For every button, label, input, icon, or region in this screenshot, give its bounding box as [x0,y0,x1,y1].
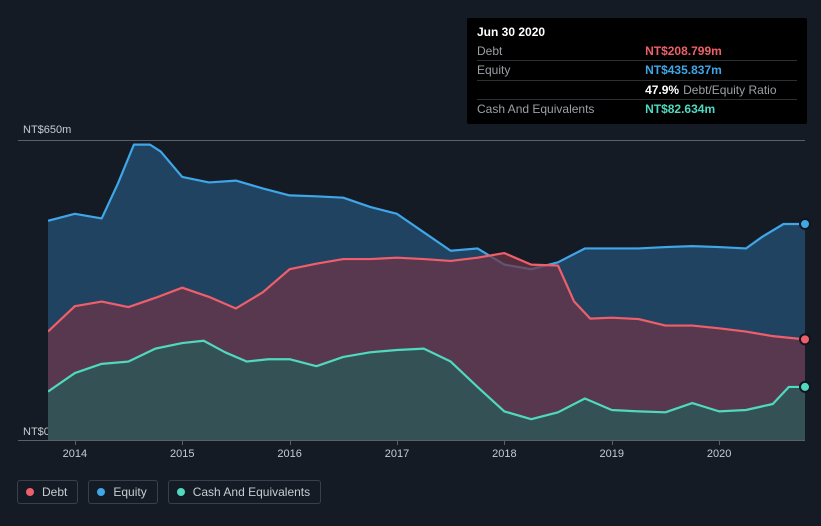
legend-label: Equity [113,485,146,499]
x-axis-label: 2017 [385,448,409,460]
legend-swatch [177,488,185,496]
tooltip-row-label: Cash And Equivalents [477,99,645,118]
legend-item-cash-and-equivalents[interactable]: Cash And Equivalents [168,480,321,504]
tooltip-row-label: Equity [477,61,645,80]
x-tick-mark [75,440,76,445]
legend-swatch [26,488,34,496]
tooltip-date: Jun 30 2020 [477,24,797,40]
x-tick-mark [182,440,183,445]
x-tick-mark [397,440,398,445]
x-axis-label: 2018 [492,448,516,460]
x-tick-mark [290,440,291,445]
series-end-marker [800,219,810,229]
x-axis-label: 2019 [599,448,623,460]
tooltip-row-value: NT$208.799m [645,42,797,61]
chart-legend: Debt Equity Cash And Equivalents [17,480,321,504]
x-axis-label: 2014 [63,448,87,460]
x-axis-label: 2015 [170,448,194,460]
x-tick-mark [719,440,720,445]
x-tick-mark [612,440,613,445]
legend-item-equity[interactable]: Equity [88,480,157,504]
x-axis-label: 2016 [277,448,301,460]
chart-tooltip: Jun 30 2020 DebtNT$208.799mEquityNT$435.… [467,18,807,124]
series-end-marker [800,334,810,344]
legend-swatch [97,488,105,496]
x-axis-label: 2020 [707,448,731,460]
legend-label: Debt [42,485,67,499]
tooltip-row-value: NT$435.837m [645,61,797,80]
tooltip-table: DebtNT$208.799mEquityNT$435.837m47.9%Deb… [477,42,797,118]
tooltip-row-value: 47.9%Debt/Equity Ratio [645,80,797,99]
tooltip-row-label: Debt [477,42,645,61]
series-end-marker [800,382,810,392]
legend-label: Cash And Equivalents [193,485,310,499]
financials-chart: { "layout": { "canvas": { "width": 821, … [0,0,821,526]
legend-item-debt[interactable]: Debt [17,480,78,504]
tooltip-row-value: NT$82.634m [645,99,797,118]
x-tick-mark [504,440,505,445]
tooltip-row-label [477,80,645,99]
